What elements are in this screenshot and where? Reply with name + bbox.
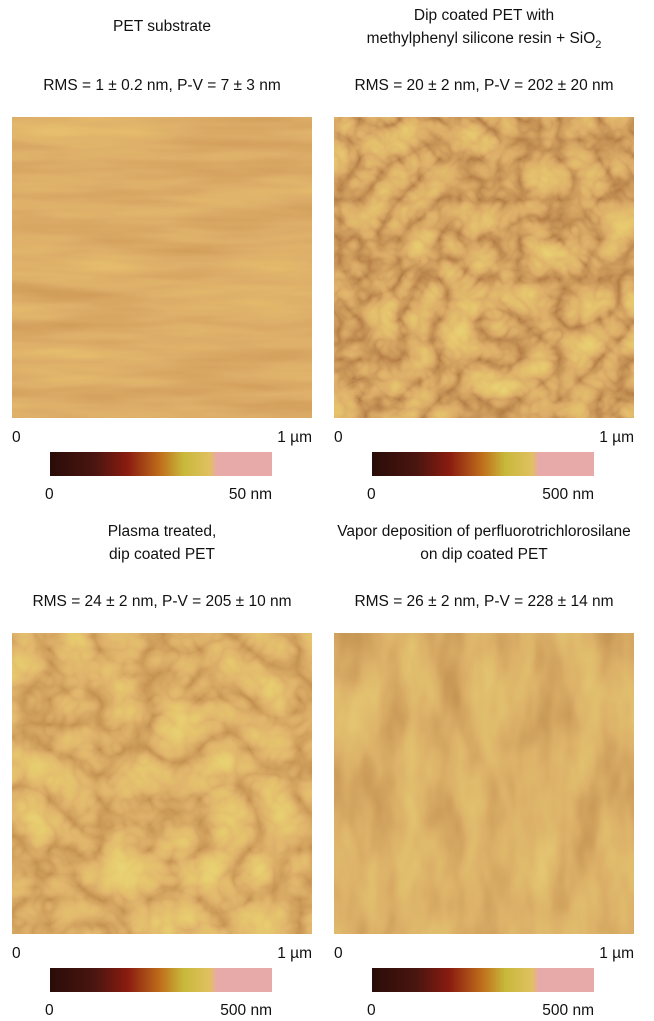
scale-min-label: 0: [367, 486, 376, 503]
panel-title-line: PET substrate: [113, 18, 211, 35]
scale-max-label: 500 nm: [542, 486, 594, 503]
color-scale-bar: [50, 452, 272, 476]
panel-title-line: methylphenyl silicone resin + SiO: [367, 30, 596, 47]
afm-image: [334, 633, 634, 934]
panel-title-line: on dip coated PET: [420, 546, 548, 563]
scale-min-label: 0: [45, 486, 54, 503]
panel-title-line: dip coated PET: [109, 546, 216, 563]
afm-image: [12, 633, 312, 934]
x-start-label: 0: [12, 945, 21, 962]
panel-title: Dip coated PET with: [414, 7, 554, 24]
color-scale-bar: [372, 968, 594, 992]
scale-min-label: 0: [45, 1002, 54, 1019]
panel-title-line: Dip coated PET with: [414, 7, 554, 24]
x-end-label: 1 µm: [599, 945, 634, 962]
color-scale-bar: [372, 452, 594, 476]
panel-title-line: Vapor deposition of perfluorotrichlorosi…: [337, 523, 631, 540]
panel-title: Plasma treated,: [108, 523, 217, 540]
panel-title: dip coated PET: [109, 546, 216, 563]
afm-image: [12, 117, 312, 418]
x-end-label: 1 µm: [599, 429, 634, 446]
scale-max-label: 500 nm: [542, 1002, 594, 1019]
scale-min-label: 0: [367, 1002, 376, 1019]
scale-max-label: 500 nm: [220, 1002, 272, 1019]
x-end-label: 1 µm: [277, 429, 312, 446]
x-start-label: 0: [12, 429, 21, 446]
roughness-stats: RMS = 26 ± 2 nm, P-V = 228 ± 14 nm: [354, 593, 613, 610]
roughness-stats: RMS = 24 ± 2 nm, P-V = 205 ± 10 nm: [32, 593, 291, 610]
color-scale-bar: [50, 968, 272, 992]
afm-image: [334, 117, 634, 418]
panel-title: PET substrate: [113, 18, 211, 35]
subscript: 2: [595, 39, 601, 51]
x-start-label: 0: [334, 945, 343, 962]
x-end-label: 1 µm: [277, 945, 312, 962]
roughness-stats: RMS = 20 ± 2 nm, P-V = 202 ± 20 nm: [354, 77, 613, 94]
panel-title: Vapor deposition of perfluorotrichlorosi…: [337, 523, 631, 540]
panel-title: methylphenyl silicone resin + SiO2: [367, 30, 602, 51]
panel-title: on dip coated PET: [420, 546, 548, 563]
x-start-label: 0: [334, 429, 343, 446]
roughness-stats: RMS = 1 ± 0.2 nm, P-V = 7 ± 3 nm: [43, 77, 281, 94]
panel-title-line: Plasma treated,: [108, 523, 217, 540]
scale-max-label: 50 nm: [229, 486, 272, 503]
